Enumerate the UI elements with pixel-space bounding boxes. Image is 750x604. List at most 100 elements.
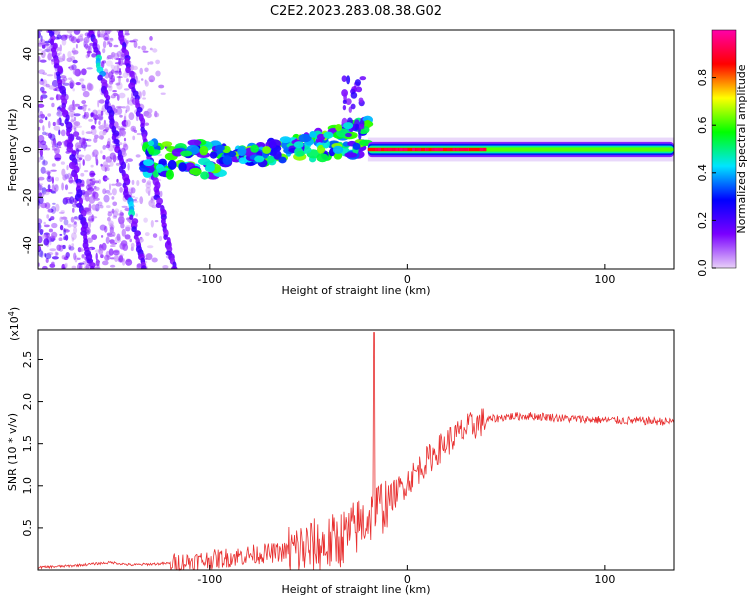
scatter-cell	[72, 207, 75, 213]
scatter-cell	[90, 180, 95, 186]
tendril-cell	[350, 103, 356, 110]
colorbar-tick-label: 0.2	[696, 212, 709, 230]
scatter-cell	[82, 159, 85, 166]
scatter-cell	[132, 65, 138, 71]
scatter-cell	[64, 262, 68, 269]
scatter-cell	[38, 200, 41, 206]
scatter-cell	[66, 57, 73, 63]
scatter-cell	[79, 78, 85, 82]
snr-frame	[37, 329, 675, 571]
scatter-cell	[124, 234, 131, 240]
scatter-cell	[61, 38, 67, 46]
ridge-peak-cell	[462, 148, 466, 151]
scatter-cell	[38, 218, 43, 225]
scatter-cell	[99, 205, 104, 209]
scatter-cell	[155, 70, 161, 77]
scatter-cell	[118, 75, 121, 84]
scatter-cell	[85, 111, 90, 119]
scatter-cell	[144, 122, 150, 126]
scatter-cell	[102, 40, 107, 49]
scatter-cell	[162, 265, 169, 269]
scatter-cell	[125, 109, 128, 114]
scatter-cell	[45, 188, 53, 193]
scatter-cell	[98, 125, 106, 130]
scatter-cell	[83, 36, 90, 44]
scatter-cell	[113, 44, 119, 48]
scatter-cell	[88, 247, 92, 251]
scatter-cell	[55, 252, 59, 256]
band-cell	[161, 141, 173, 147]
scatter-cell	[149, 36, 153, 41]
scatter-cell	[128, 112, 135, 121]
scatter-cell	[112, 90, 117, 93]
scatter-cell	[119, 187, 123, 193]
scatter-cell	[108, 220, 114, 227]
scatter-cell	[54, 30, 59, 36]
scatter-cell	[48, 132, 53, 139]
spectrogram-panel: -100 0 100 -40 -20 0 20 40 Height of straight …	[6, 29, 675, 297]
snr-x-tick-label: 0	[404, 573, 411, 586]
scatter-cell	[51, 102, 55, 108]
scatter-cell	[93, 137, 98, 143]
snr-x-tick-label: 100	[594, 573, 615, 586]
scatter-cell	[151, 257, 158, 263]
scatter-cell	[74, 255, 78, 263]
band-peak	[343, 122, 354, 130]
scatter-cell	[119, 114, 123, 118]
scatter-cell	[66, 30, 73, 34]
streak-cell	[131, 226, 137, 233]
scatter-cell	[81, 68, 87, 76]
scatter-cell	[97, 201, 103, 207]
band-cell	[198, 157, 211, 166]
streak-cell	[111, 134, 117, 141]
scatter-cell	[158, 84, 165, 89]
scatter-cell	[64, 234, 69, 241]
ridge-peak-cell	[417, 148, 421, 151]
scatter-cell	[110, 51, 116, 58]
scatter-cell	[109, 37, 114, 41]
scatter-cell	[55, 203, 60, 212]
scatter-cell	[125, 119, 131, 128]
scatter-cell	[73, 131, 80, 137]
ridge-peak-cell	[465, 148, 469, 151]
scatter-cell	[75, 142, 81, 150]
scatter-cell	[44, 202, 51, 210]
scatter-cell	[116, 107, 123, 115]
scatter-cell	[120, 223, 125, 229]
band-cell	[296, 150, 305, 157]
scatter-cell	[71, 232, 77, 240]
scatter-cell	[67, 223, 72, 228]
scatter-cell	[76, 153, 79, 159]
colorbar-label: Normalized spectral amplitude	[735, 64, 748, 233]
scatter-cell	[133, 129, 138, 133]
streak-cell	[68, 161, 76, 170]
scatter-cell	[40, 250, 44, 258]
scatter-cell	[71, 237, 75, 242]
scatter-cell	[38, 228, 44, 233]
scatter-cell	[95, 154, 98, 163]
ridge-peak-cell	[456, 148, 460, 151]
ridge-peak-cell	[433, 148, 437, 151]
scatter-cell	[56, 111, 64, 117]
scatter-cell	[94, 118, 97, 125]
colorbar-tick-label: 0.4	[696, 164, 709, 182]
tendril-cell	[345, 132, 352, 138]
scatter-cell	[44, 40, 51, 44]
scatter-cell	[60, 129, 66, 137]
scatter-cell	[51, 143, 56, 150]
streak-cell	[80, 226, 87, 232]
spectrogram-y-tick-label: 40	[21, 47, 34, 61]
scatter-cell	[70, 216, 75, 223]
scatter-cell	[130, 187, 136, 194]
scatter-cell	[39, 59, 47, 63]
scatter-cell	[40, 95, 43, 102]
ridge-peak-cell	[483, 148, 487, 151]
snr-y-tick-label: 0.5	[21, 519, 34, 537]
scatter-cell	[43, 158, 46, 165]
scatter-cell	[116, 94, 120, 101]
ridge-peak-cell	[439, 148, 443, 151]
scatter-cell	[49, 248, 57, 252]
scatter-cell	[38, 119, 44, 124]
streak-cell	[140, 265, 147, 269]
scatter-cell	[133, 200, 139, 203]
